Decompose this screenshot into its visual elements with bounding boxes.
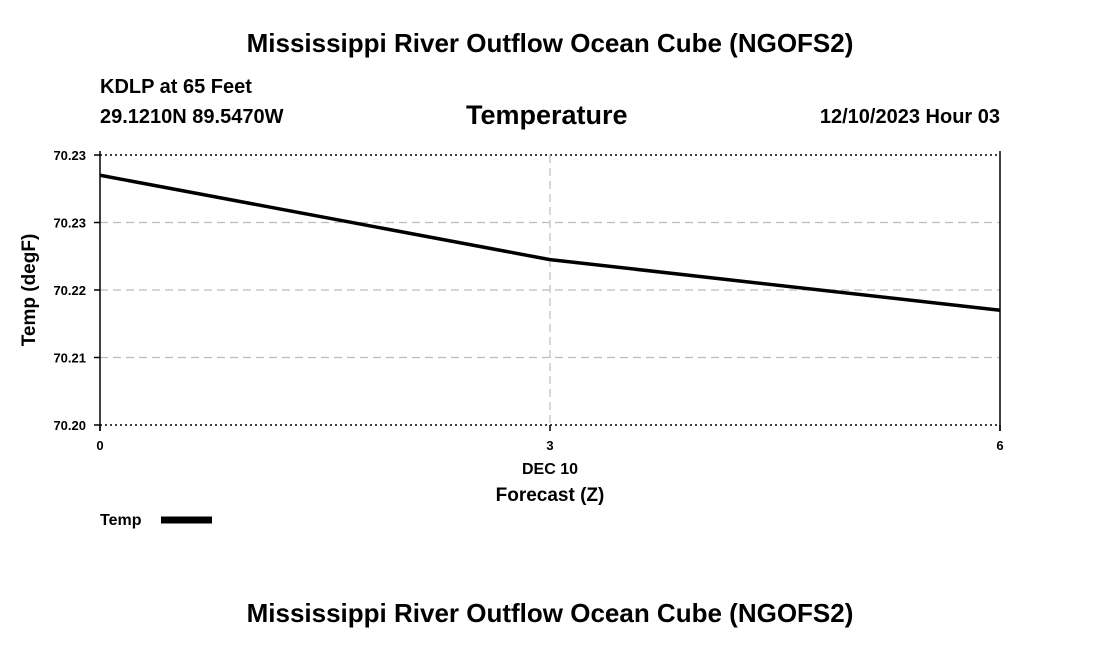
x-tick-label: 6: [996, 438, 1003, 453]
y-tick-label: 70.20: [53, 418, 86, 433]
y-tick-label: 70.23: [53, 148, 86, 163]
page-title: Mississippi River Outflow Ocean Cube (NG…: [246, 28, 854, 58]
station-label: KDLP at 65 Feet: [100, 76, 252, 98]
legend-label: Temp: [100, 512, 142, 529]
coordinates-label: 29.1210N 89.5470W: [100, 106, 284, 128]
x-tick-label: 3: [546, 438, 553, 453]
data-point: [99, 174, 101, 176]
y-axis-label: Temp (degF): [19, 234, 40, 347]
x-tick-label: 0: [96, 438, 103, 453]
chart-title: Temperature: [466, 100, 628, 130]
footer-title: Mississippi River Outflow Ocean Cube (NG…: [246, 598, 854, 628]
x-date-label: DEC 10: [522, 461, 578, 478]
data-point: [549, 259, 551, 261]
data-point: [999, 309, 1001, 311]
y-tick-label: 70.23: [53, 216, 86, 231]
y-tick-label: 70.21: [53, 351, 86, 366]
datetime-label: 12/10/2023 Hour 03: [819, 106, 1000, 128]
y-tick-label: 70.22: [53, 283, 86, 298]
x-axis-label: Forecast (Z): [496, 485, 605, 506]
